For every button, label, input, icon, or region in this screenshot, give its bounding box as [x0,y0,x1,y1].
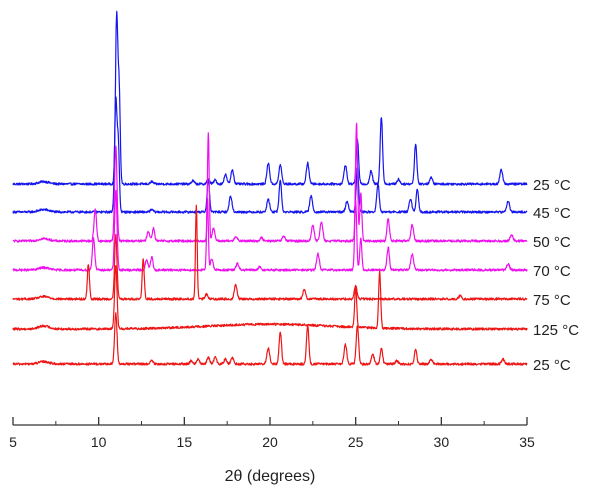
x-axis-ticks: 5 10 15 20 25 30 35 [9,417,535,450]
x-tick-label: 5 [9,434,17,450]
xrd-trace-1 [12,96,528,214]
series-label: 125 °C [533,322,579,339]
xrd-trace-5 [12,265,528,331]
xrd-trace-6 [12,312,528,366]
xrd-trace-0 [12,10,528,186]
series-label: 70 °C [533,263,571,280]
series-label: 45 °C [533,205,571,222]
xrd-trace-4 [12,204,528,301]
x-axis-title: 2θ (degrees) [225,468,316,485]
xrd-trace-3 [12,189,528,272]
series-label: 25 °C [533,357,571,374]
x-tick-label: 15 [177,434,193,450]
series-label: 50 °C [533,234,571,251]
x-tick-label: 35 [519,434,535,450]
xrd-trace-2 [12,122,528,243]
x-tick-label: 10 [91,434,107,450]
x-tick-label: 30 [434,434,450,450]
series-labels: 25 °C 45 °C 50 °C 70 °C 75 °C 125 °C 25 °C [533,177,579,374]
series-label: 25 °C [533,177,571,194]
xrd-traces [12,10,528,366]
series-label: 75 °C [533,292,571,309]
x-tick-label: 20 [262,434,278,450]
x-tick-label: 25 [348,434,364,450]
x-axis: 5 10 15 20 25 30 35 2θ (degrees) [9,417,535,485]
